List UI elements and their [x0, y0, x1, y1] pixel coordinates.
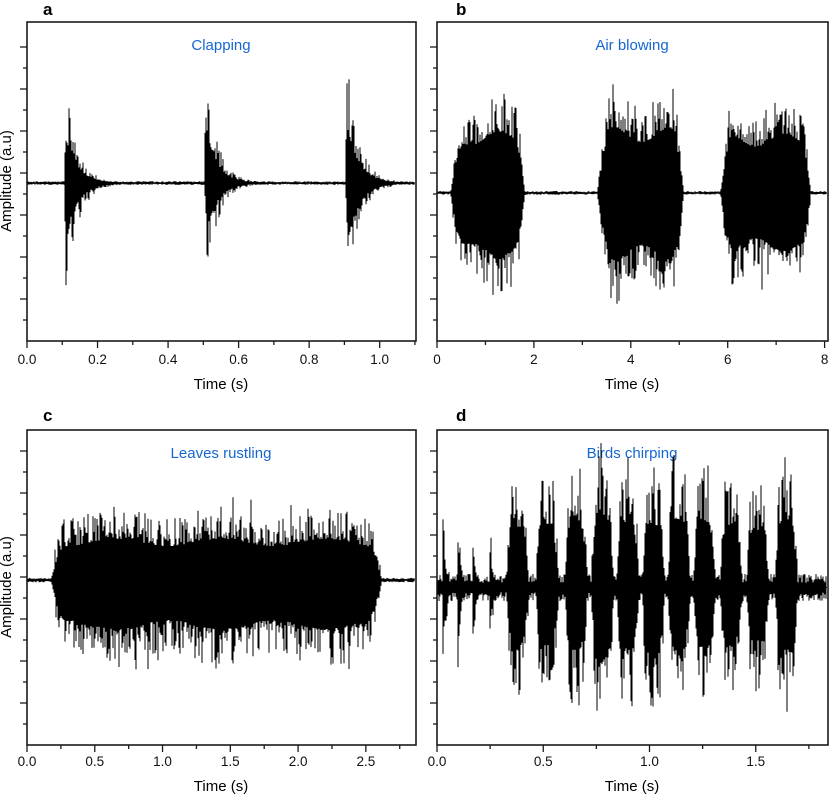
x-tick-label-c: 0.0 — [18, 754, 37, 769]
plot-box-d — [436, 429, 829, 746]
x-tick-label-b: 4 — [627, 352, 635, 367]
x-tick-label-a: 0.8 — [300, 352, 319, 367]
x-axis-ticks-d — [436, 745, 810, 752]
panel-title-d: Birds chirping — [587, 445, 678, 462]
panel-d: d Birds chirping Time (s) 0.0 0.5 1.0 1.5 — [428, 406, 829, 795]
plot-box-b — [436, 21, 829, 342]
x-tick-label-c: 1.5 — [221, 754, 240, 769]
panel-a: a Clapping Time (s) Amplitude (a.u) 0.0 0… — [0, 0, 417, 393]
panel-title-c: Leaves rustling — [171, 445, 272, 462]
x-tick-label-d: 0.5 — [534, 754, 553, 769]
x-axis-ticks-a — [26, 341, 416, 348]
panel-letter-d: d — [456, 406, 466, 425]
y-axis-ticks-c — [20, 450, 27, 725]
plot-box-c — [26, 429, 417, 746]
y-axis-label-c: Amplitude (a.u) — [0, 536, 15, 638]
x-axis-ticks-b — [436, 341, 826, 348]
x-tick-label-a: 0.4 — [159, 352, 178, 367]
panel-title-a: Clapping — [191, 37, 250, 54]
y-axis-ticks-d — [430, 450, 437, 725]
waveform-path-c — [27, 497, 415, 670]
waveform-path-b — [437, 84, 827, 304]
x-tick-label-a: 1.0 — [370, 352, 389, 367]
y-axis-label-a: Amplitude (a.u) — [0, 130, 15, 232]
x-tick-label-b: 0 — [433, 352, 441, 367]
panel-b: b Air blowing Time (s) 0 2 4 6 8 — [430, 0, 829, 393]
panel-letter-a: a — [43, 0, 53, 19]
x-tick-label-a: 0.2 — [88, 352, 107, 367]
x-axis-ticks-c — [26, 745, 401, 752]
panel-title-b: Air blowing — [595, 37, 668, 54]
x-tick-label-c: 0.5 — [85, 754, 104, 769]
x-tick-label-d: 1.5 — [746, 754, 765, 769]
x-axis-label-b: Time (s) — [605, 376, 659, 393]
plot-area-d: 0.0 0.5 1.0 1.5 — [428, 429, 829, 769]
x-tick-label-b: 6 — [724, 352, 732, 367]
x-tick-label-b: 8 — [821, 352, 829, 367]
x-tick-label-a: 0.0 — [18, 352, 37, 367]
waveform-path-d — [437, 443, 827, 712]
x-tick-label-c: 2.0 — [289, 754, 308, 769]
y-axis-ticks-a — [20, 46, 27, 321]
x-tick-label-c: 2.5 — [356, 754, 375, 769]
panel-letter-c: c — [43, 406, 52, 425]
panel-letter-b: b — [456, 0, 466, 19]
plot-area-c: 0.0 0.5 1.0 1.5 2.0 2.5 — [18, 429, 417, 769]
plot-area-a: 0.0 0.2 0.4 0.6 0.8 1.0 — [18, 21, 417, 367]
plot-area-b: 0 2 4 6 8 — [430, 21, 829, 367]
waveform-path-a — [27, 79, 415, 286]
x-tick-label-d: 0.0 — [428, 754, 447, 769]
x-axis-label-c: Time (s) — [194, 778, 248, 795]
x-tick-label-a: 0.6 — [229, 352, 248, 367]
x-tick-label-c: 1.0 — [153, 754, 172, 769]
panel-c: c Leaves rustling Time (s) Amplitude (a.… — [0, 406, 417, 795]
plot-box-a — [26, 21, 417, 342]
x-axis-label-d: Time (s) — [605, 778, 659, 795]
x-tick-label-b: 2 — [530, 352, 538, 367]
x-axis-label-a: Time (s) — [194, 376, 248, 393]
y-axis-ticks-b — [430, 46, 437, 321]
x-tick-label-d: 1.0 — [640, 754, 659, 769]
